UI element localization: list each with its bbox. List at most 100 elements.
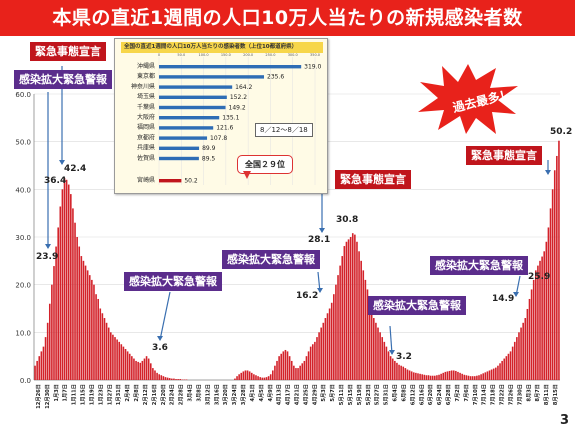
bar — [360, 260, 362, 380]
bar — [501, 360, 503, 380]
bar — [314, 341, 316, 380]
inset-category-label: 埼玉県 — [137, 93, 155, 101]
inset-bar — [159, 75, 265, 79]
bar — [364, 279, 367, 380]
bar — [63, 177, 66, 380]
bar — [328, 308, 331, 380]
bar — [404, 368, 407, 380]
bar — [57, 227, 59, 380]
bar — [383, 341, 386, 380]
bar — [88, 275, 91, 380]
x-tick-label: 3月12日 — [203, 384, 211, 405]
x-tick-label: 2月20日 — [159, 384, 167, 405]
x-tick-label: 3月28日 — [239, 384, 247, 405]
bar — [40, 351, 43, 380]
bar — [280, 353, 283, 380]
bar — [524, 318, 527, 380]
bar — [377, 327, 379, 380]
bar — [438, 374, 440, 380]
pointer-arrowhead — [389, 350, 395, 355]
y-tick-label: 40.0 — [15, 186, 31, 194]
bar — [141, 360, 144, 380]
bar — [301, 363, 304, 380]
x-tick-label: 12月30日 — [43, 384, 51, 409]
bar — [499, 363, 501, 380]
x-tick-label: 5月27日 — [373, 384, 381, 405]
bar — [402, 366, 405, 380]
x-tick-label: 7月18日 — [489, 384, 497, 405]
bar — [48, 303, 51, 380]
alert-badge-2: 感染拡大緊急警報 — [124, 272, 222, 291]
bar — [419, 373, 421, 380]
inset-x-tick: 150.0 — [221, 53, 231, 57]
bar — [253, 374, 255, 380]
bar — [257, 376, 259, 380]
bar — [286, 351, 289, 380]
bar — [337, 275, 339, 380]
bar — [427, 375, 430, 380]
bar — [240, 372, 243, 380]
x-tick-label: 6月28日 — [444, 384, 452, 405]
bar — [139, 362, 142, 380]
pointer-arrowhead — [319, 228, 325, 233]
bar — [431, 375, 434, 380]
value-label-36.4: 36.4 — [44, 176, 67, 186]
inset-value-label: 89.5 — [202, 155, 216, 162]
bar — [67, 184, 70, 380]
value-label-50.2: 50.2 — [550, 127, 573, 137]
x-tick-label: 3月4日 — [186, 384, 194, 402]
x-tick-label: 5月15日 — [346, 384, 354, 405]
bar — [269, 374, 272, 380]
bar — [166, 377, 169, 380]
x-tick-label: 4月5日 — [257, 384, 265, 402]
bar — [448, 370, 451, 380]
x-tick-label: 2月24日 — [168, 384, 176, 405]
bar — [137, 361, 139, 380]
bar — [116, 339, 118, 380]
inset-bar — [159, 136, 208, 140]
bar — [423, 374, 426, 380]
bar — [520, 327, 522, 380]
bar — [158, 374, 160, 380]
value-label-42.4: 42.4 — [64, 164, 87, 174]
bar — [362, 270, 365, 380]
x-tick-label: 3月24日 — [230, 384, 238, 405]
bar — [267, 376, 270, 380]
bar — [93, 284, 95, 380]
inset-category-label: 東京都 — [137, 72, 155, 80]
bar — [482, 373, 485, 380]
bar — [263, 377, 266, 380]
value-label-30.8: 30.8 — [336, 215, 359, 225]
bar — [143, 358, 146, 380]
bar — [351, 233, 354, 380]
bar — [149, 363, 152, 380]
bar — [288, 356, 291, 380]
x-tick-label: 12月26日 — [34, 384, 42, 409]
y-tick-label: 30.0 — [15, 234, 31, 242]
bar — [530, 289, 533, 380]
bar — [341, 256, 344, 380]
bar — [305, 356, 308, 380]
x-tick-label: 3月16日 — [212, 384, 220, 405]
value-label-28.1: 28.1 — [308, 235, 331, 245]
bar — [65, 179, 68, 380]
value-label-3.2: 3.2 — [396, 352, 412, 362]
inset-period: 8／12～8／18 — [255, 123, 313, 137]
inset-value-label: 149.2 — [229, 104, 246, 111]
bar — [99, 308, 102, 380]
bar — [109, 332, 112, 380]
x-tick-label: 7月14日 — [480, 384, 488, 405]
bar — [303, 360, 306, 380]
bar — [492, 368, 495, 380]
bar — [415, 372, 417, 380]
inset-bar — [159, 116, 220, 120]
bar — [53, 266, 55, 380]
bar — [450, 370, 453, 380]
inset-x-tick: 100.0 — [199, 53, 209, 57]
emergency-badge-3: 緊急事態宣言 — [466, 146, 542, 165]
x-tick-label: 1月3日 — [52, 384, 60, 402]
value-label-16.2: 16.2 — [296, 291, 319, 301]
bar — [478, 375, 480, 380]
bar — [168, 378, 171, 380]
bar — [389, 356, 392, 380]
